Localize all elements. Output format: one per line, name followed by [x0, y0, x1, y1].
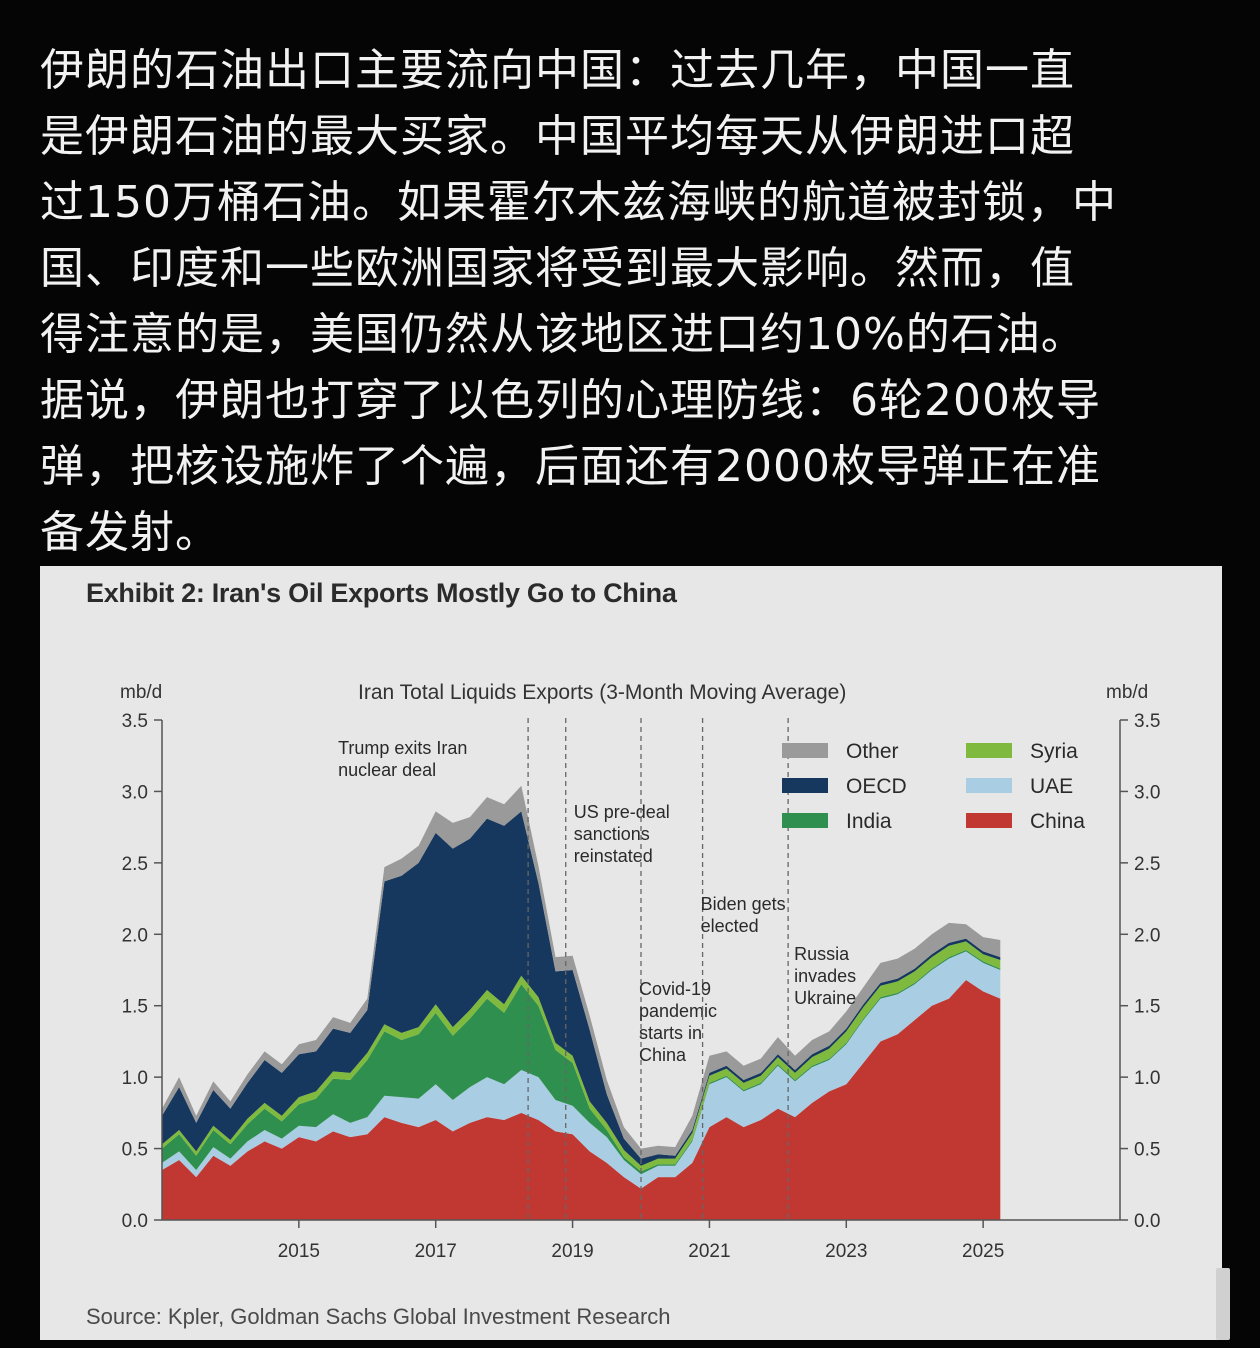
event-annotation: reinstated — [574, 846, 653, 866]
post-line: 过150万桶石油。如果霍尔木兹海峡的航道被封锁，中 — [40, 177, 1117, 228]
event-annotation: nuclear deal — [338, 760, 436, 780]
y-tick-label-right: 1.0 — [1134, 1068, 1160, 1089]
chart-subtitle: Iran Total Liquids Exports (3-Month Movi… — [358, 681, 846, 704]
x-tick-label: 2015 — [278, 1241, 320, 1262]
legend-label-china: China — [1030, 810, 1085, 833]
x-tick-label: 2023 — [825, 1241, 867, 1262]
legend-label-other: Other — [846, 740, 899, 763]
x-tick-label: 2021 — [688, 1241, 730, 1262]
y-tick-label-left: 1.0 — [122, 1068, 148, 1089]
event-annotation: starts in — [639, 1023, 702, 1043]
legend-swatch-syria — [966, 743, 1012, 758]
event-annotation: pandemic — [639, 1001, 717, 1021]
post-line: 弹，把核设施炸了个遍，后面还有2000枚导弹正在准 — [40, 441, 1101, 492]
y-tick-label-right: 3.0 — [1134, 782, 1160, 803]
y-tick-label-right: 2.0 — [1134, 925, 1160, 946]
area-series-uae — [162, 951, 1001, 1189]
legend-swatch-china — [966, 813, 1012, 828]
post-line: 得注意的是，美国仍然从该地区进口约10%的石油。 — [40, 309, 1086, 360]
legend-label-syria: Syria — [1030, 740, 1078, 763]
legend-label-uae: UAE — [1030, 775, 1073, 798]
y-tick-label-left: 1.5 — [122, 997, 148, 1018]
y-tick-label-left: 3.5 — [122, 711, 148, 732]
event-annotation: elected — [701, 916, 759, 936]
event-annotation: China — [639, 1045, 687, 1065]
event-annotation: Russia — [794, 944, 850, 964]
event-annotation: US pre-deal — [574, 802, 670, 822]
x-tick-label: 2019 — [551, 1241, 593, 1262]
y-tick-label-right: 1.5 — [1134, 997, 1160, 1018]
post-line: 伊朗的石油出口主要流向中国：过去几年，中国一直 — [40, 45, 1075, 96]
y-tick-label-left: 2.0 — [122, 925, 148, 946]
legend-swatch-oecd — [782, 778, 828, 793]
event-annotation: Biden gets — [701, 894, 786, 914]
x-tick-label: 2025 — [962, 1241, 1004, 1262]
y-axis-unit-right: mb/d — [1106, 682, 1148, 703]
chart-plot: Iran Total Liquids Exports (3-Month Movi… — [120, 681, 1160, 1262]
event-annotation: Trump exits Iran — [338, 738, 467, 758]
post-line: 国、印度和一些欧洲国家将受到最大影响。然而，值 — [40, 243, 1075, 294]
y-tick-label-left: 2.5 — [122, 854, 148, 875]
legend-label-india: India — [846, 810, 892, 833]
y-tick-label-left: 0.5 — [122, 1140, 148, 1161]
y-tick-label-left: 0.0 — [122, 1211, 148, 1232]
area-series-other — [162, 785, 1001, 1159]
y-axis-unit-left: mb/d — [120, 682, 162, 703]
legend-swatch-uae — [966, 778, 1012, 793]
post-line: 据说，伊朗也打穿了以色列的心理防线：6轮200枚导 — [40, 375, 1101, 426]
y-tick-label-right: 3.5 — [1134, 711, 1160, 732]
y-tick-label-right: 2.5 — [1134, 854, 1160, 875]
y-tick-label-left: 3.0 — [122, 782, 148, 803]
post-line: 备发射。 — [40, 507, 220, 558]
post-line: 是伊朗石油的最大买家。中国平均每天从伊朗进口超 — [40, 111, 1075, 162]
chart-source: Source: Kpler, Goldman Sachs Global Inve… — [86, 1304, 671, 1329]
chart-title: Exhibit 2: Iran's Oil Exports Mostly Go … — [86, 578, 677, 608]
y-tick-label-right: 0.5 — [1134, 1140, 1160, 1161]
legend-swatch-india — [782, 813, 828, 828]
event-annotation: Ukraine — [794, 988, 856, 1008]
area-series-china — [162, 980, 1001, 1220]
x-tick-label: 2017 — [415, 1241, 457, 1262]
legend-swatch-other — [782, 743, 828, 758]
event-annotation: sanctions — [574, 824, 650, 844]
post-text: 伊朗的石油出口主要流向中国：过去几年，中国一直 是伊朗石油的最大买家。中国平均每… — [40, 38, 1220, 566]
legend-label-oecd: OECD — [846, 775, 907, 798]
y-tick-label-right: 0.0 — [1134, 1211, 1160, 1232]
scroll-indicator[interactable] — [1216, 1268, 1230, 1340]
event-annotation: invades — [794, 966, 856, 986]
event-annotation: Covid-19 — [639, 979, 711, 999]
chart-image[interactable]: Exhibit 2: Iran's Oil Exports Mostly Go … — [40, 566, 1222, 1340]
